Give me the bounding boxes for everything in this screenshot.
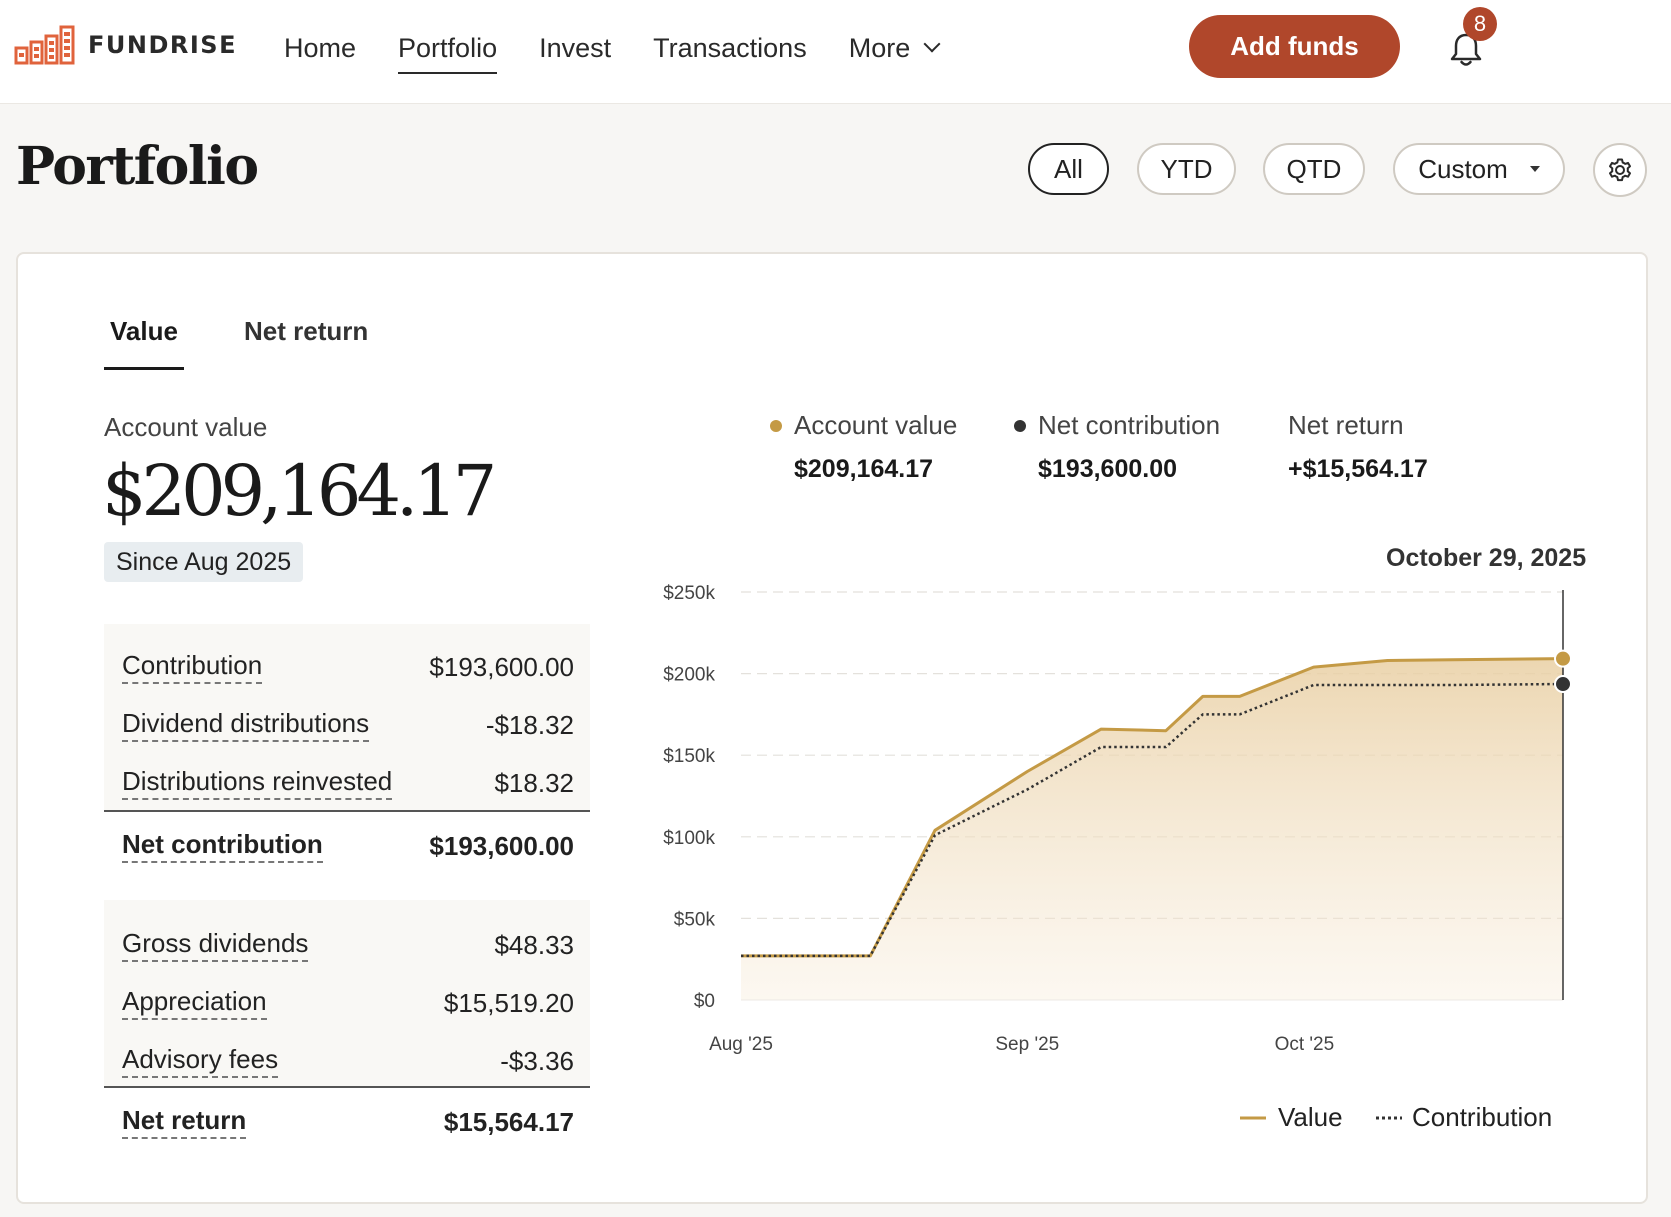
breakdown-row-net-contribution[interactable]: Net contribution $193,600.00	[104, 810, 590, 880]
settings-button[interactable]	[1593, 143, 1647, 197]
chart-hover-date: October 29, 2025	[1386, 544, 1587, 572]
legend-label: Account value	[794, 410, 958, 440]
tab-net-return[interactable]: Net return	[244, 316, 369, 346]
portfolio-value-chart[interactable]: $0 $50k $100k $150k $200k $250k Aug '25 Sep '25…	[18, 254, 1646, 1154]
contribution-breakdown: Contribution $193,600.00 Dividend distri…	[104, 624, 590, 810]
breakdown-row-gross-dividends[interactable]: Gross dividends $48.33	[104, 916, 590, 974]
net-contribution-total: Net contribution $193,600.00	[104, 810, 590, 880]
breakdown-value: -$3.36	[500, 1045, 574, 1076]
breakdown-label: Dividend distributions	[122, 708, 370, 742]
notification-badge: 8	[1463, 7, 1497, 41]
legend-value: $209,164.17	[794, 455, 934, 483]
y-tick-label: $100k	[663, 828, 715, 849]
value-marker	[1554, 649, 1572, 668]
y-tick-label: $200k	[663, 665, 715, 686]
nav-more[interactable]: More	[848, 26, 941, 70]
y-tick-label: $0	[694, 991, 715, 1012]
caret-down-icon	[1529, 166, 1540, 172]
breakdown-row-advisory-fees[interactable]: Advisory fees -$3.36	[104, 1032, 590, 1090]
main-nav: Home Portfolio Invest Transactions More	[284, 26, 980, 74]
breakdown-label: Advisory fees	[122, 1044, 279, 1078]
gold-dot-icon	[770, 419, 782, 432]
breakdown-label: Distributions reinvested	[122, 766, 393, 800]
x-tick-label: Oct '25	[1275, 1034, 1335, 1055]
dark-dot-icon	[1014, 419, 1026, 432]
contribution-marker	[1554, 675, 1572, 694]
breakdown-value: $15,519.20	[443, 987, 574, 1018]
legend-net-contribution: Net contribution $193,600.00	[1014, 410, 1220, 484]
breakdown-value: $18.32	[494, 767, 574, 798]
tab-value[interactable]: Value	[104, 316, 184, 370]
filter-custom[interactable]: Custom	[1393, 143, 1565, 195]
nav-invest[interactable]: Invest	[539, 32, 612, 63]
fundrise-logo[interactable]: FUNDRISE	[14, 24, 237, 66]
account-value-label: Account value	[104, 412, 268, 442]
brand-name: FUNDRISE	[88, 31, 237, 59]
breakdown-value: $15,564.17	[443, 1106, 574, 1137]
nav-portfolio[interactable]: Portfolio	[398, 26, 498, 74]
chevron-down-icon	[923, 35, 941, 53]
legend-label: Net return	[1288, 410, 1404, 440]
legend-label: Net contribution	[1038, 410, 1221, 440]
value-series-line	[741, 657, 1564, 958]
filter-ytd[interactable]: YTD	[1137, 143, 1236, 195]
breakdown-label: Appreciation	[122, 986, 267, 1020]
net-return-total: Net return $15,564.17	[104, 1086, 590, 1156]
filter-all[interactable]: All	[1028, 143, 1109, 195]
breakdown-label: Net return	[122, 1105, 247, 1139]
legend-bottom-contribution: Contribution	[1376, 1102, 1552, 1133]
x-tick-label: Sep '25	[995, 1034, 1059, 1055]
breakdown-row-distributions-reinvested[interactable]: Distributions reinvested $18.32	[104, 754, 590, 812]
breakdown-row-dividend-distributions[interactable]: Dividend distributions -$18.32	[104, 696, 590, 754]
x-tick-label: Aug '25	[709, 1034, 773, 1055]
breakdown-row-net-return[interactable]: Net return $15,564.17	[104, 1086, 590, 1156]
portfolio-card: Value Net return Account value $209,164.…	[16, 252, 1648, 1204]
breakdown-value: $193,600.00	[429, 830, 574, 861]
legend-bottom-value: Value	[1240, 1102, 1343, 1133]
contribution-series-line	[741, 682, 1564, 958]
breakdown-label: Gross dividends	[122, 928, 309, 962]
breakdown-value: $48.33	[494, 929, 574, 960]
nav-transactions[interactable]: Transactions	[653, 32, 807, 63]
breakdown-row-appreciation[interactable]: Appreciation $15,519.20	[104, 974, 590, 1032]
value-area	[741, 658, 1563, 1000]
top-navigation-bar: FUNDRISE Home Portfolio Invest Transacti…	[0, 0, 1671, 104]
account-value: $209,164.17	[102, 450, 497, 532]
breakdown-label: Contribution	[122, 650, 263, 684]
since-badge: Since Aug 2025	[104, 542, 304, 582]
legend-value: $193,600.00	[1038, 455, 1178, 483]
page-title: Portfolio	[16, 136, 259, 197]
buildings-logo-icon	[14, 25, 75, 65]
breakdown-value: -$18.32	[485, 709, 574, 740]
breakdown-row-contribution[interactable]: Contribution $193,600.00	[104, 638, 590, 696]
nav-more-label: More	[848, 32, 911, 63]
y-tick-label: $250k	[663, 583, 715, 604]
y-tick-label: $150k	[663, 746, 715, 767]
legend-bottom-label: Contribution	[1412, 1102, 1553, 1132]
legend-bottom-label: Value	[1278, 1102, 1343, 1132]
legend-value: +$15,564.17	[1288, 455, 1428, 483]
add-funds-button[interactable]: Add funds	[1189, 15, 1400, 78]
return-breakdown: Gross dividends $48.33 Appreciation $15,…	[104, 900, 590, 1086]
gear-icon	[1609, 158, 1631, 182]
breakdown-label: Net contribution	[122, 829, 323, 863]
legend-account-value: Account value $209,164.17	[770, 410, 957, 484]
filter-qtd[interactable]: QTD	[1263, 143, 1365, 195]
solid-line-icon	[1240, 1116, 1266, 1119]
y-tick-label: $50k	[674, 909, 716, 930]
nav-home[interactable]: Home	[284, 32, 357, 63]
dotted-line-icon	[1376, 1116, 1402, 1119]
filter-custom-label: Custom	[1418, 153, 1508, 184]
legend-net-return: Net return +$15,564.17	[1288, 410, 1428, 484]
breakdown-value: $193,600.00	[429, 651, 574, 682]
